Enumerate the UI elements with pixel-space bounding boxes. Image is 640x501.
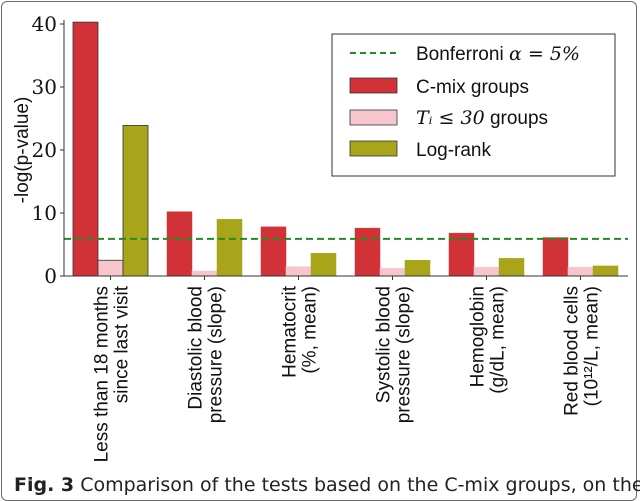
- x-tick-label: Systolic blood pressure (slope): [374, 286, 415, 423]
- svg-text:pressure (slope): pressure (slope): [206, 286, 227, 423]
- legend-ti-swatch-icon: [349, 109, 398, 126]
- x-tick-label: Hemoglobin (g/dL, mean): [468, 286, 509, 394]
- legend-logrank-label: Log-rank: [416, 140, 491, 161]
- x-tick-label: Red blood cells (10¹²/L, mean): [562, 286, 603, 416]
- svg-text:pressure (slope): pressure (slope): [394, 286, 415, 423]
- bar-t-i-30-groups: [285, 266, 312, 277]
- caption-fig-label: Fig. 3: [14, 474, 75, 496]
- bar-c-mix-groups: [260, 226, 287, 277]
- y-tick-label: 0: [44, 264, 57, 288]
- bar-log-rank: [122, 125, 149, 277]
- svg-text:Systolic blood: Systolic blood: [374, 286, 395, 403]
- y-tick-label: 10: [32, 201, 57, 225]
- svg-text:(10¹²/L, mean): (10¹²/L, mean): [582, 286, 603, 406]
- bar-c-mix-groups: [542, 237, 569, 277]
- bar-chart: 0 10 20 30 40 Less than 18 months since last …: [12, 12, 628, 462]
- bar-t-i-30-groups: [473, 266, 500, 277]
- legend-bonferroni-label: Bonferroni α = 5%: [416, 43, 580, 65]
- legend-logrank-swatch-icon: [349, 140, 398, 157]
- bar-log-rank: [404, 260, 431, 277]
- y-tick-label: 40: [32, 12, 57, 36]
- figure-caption: Fig. 3 Comparison of the tests based on …: [14, 474, 640, 496]
- x-tick-labels: Less than 18 months since last visit Diast…: [92, 285, 603, 462]
- legend-cmix-swatch-icon: [349, 77, 398, 94]
- x-tick-label: Less than 18 months since last visit: [92, 285, 133, 462]
- bar-t-i-30-groups: [191, 270, 218, 277]
- bar-c-mix-groups: [166, 211, 193, 277]
- bar-log-rank: [310, 253, 337, 277]
- bar-t-i-30-groups: [379, 268, 406, 277]
- bar-t-i-30-groups: [97, 259, 124, 277]
- bar-log-rank: [216, 219, 243, 277]
- bar-c-mix-groups: [354, 227, 381, 277]
- bars-group: [72, 21, 619, 277]
- y-axis-label: -log(p-value): [12, 97, 33, 204]
- svg-text:(g/dL, mean): (g/dL, mean): [488, 286, 509, 394]
- axes: 0 10 20 30 40: [32, 12, 628, 288]
- svg-text:Diastolic blood: Diastolic blood: [186, 286, 207, 410]
- bar-log-rank: [592, 265, 619, 277]
- svg-text:Hemoglobin: Hemoglobin: [468, 286, 489, 387]
- x-tick-label: Hematocrit (%, mean): [280, 285, 321, 378]
- x-tick-label: Diastolic blood pressure (slope): [186, 286, 227, 423]
- svg-text:(%, mean): (%, mean): [300, 286, 321, 374]
- caption-text: Comparison of the tests based on the C-m…: [74, 474, 640, 496]
- legend-cmix-label: C-mix groups: [416, 77, 529, 98]
- svg-text:Less than 18 months: Less than 18 months: [92, 286, 113, 462]
- y-tick-label: 30: [32, 75, 57, 99]
- bar-log-rank: [498, 258, 525, 277]
- bar-c-mix-groups: [448, 232, 475, 277]
- y-tick-label: 20: [32, 138, 57, 162]
- legend: Bonferroni α = 5% C-mix groups Tᵢ ≤ 30 g…: [331, 33, 616, 177]
- svg-text:Hematocrit: Hematocrit: [280, 285, 301, 378]
- svg-text:since last visit: since last visit: [112, 285, 133, 403]
- bar-t-i-30-groups: [567, 266, 594, 277]
- svg-text:Red blood cells: Red blood cells: [562, 286, 583, 416]
- legend-ti-label: Tᵢ ≤ 30 groups: [416, 107, 548, 129]
